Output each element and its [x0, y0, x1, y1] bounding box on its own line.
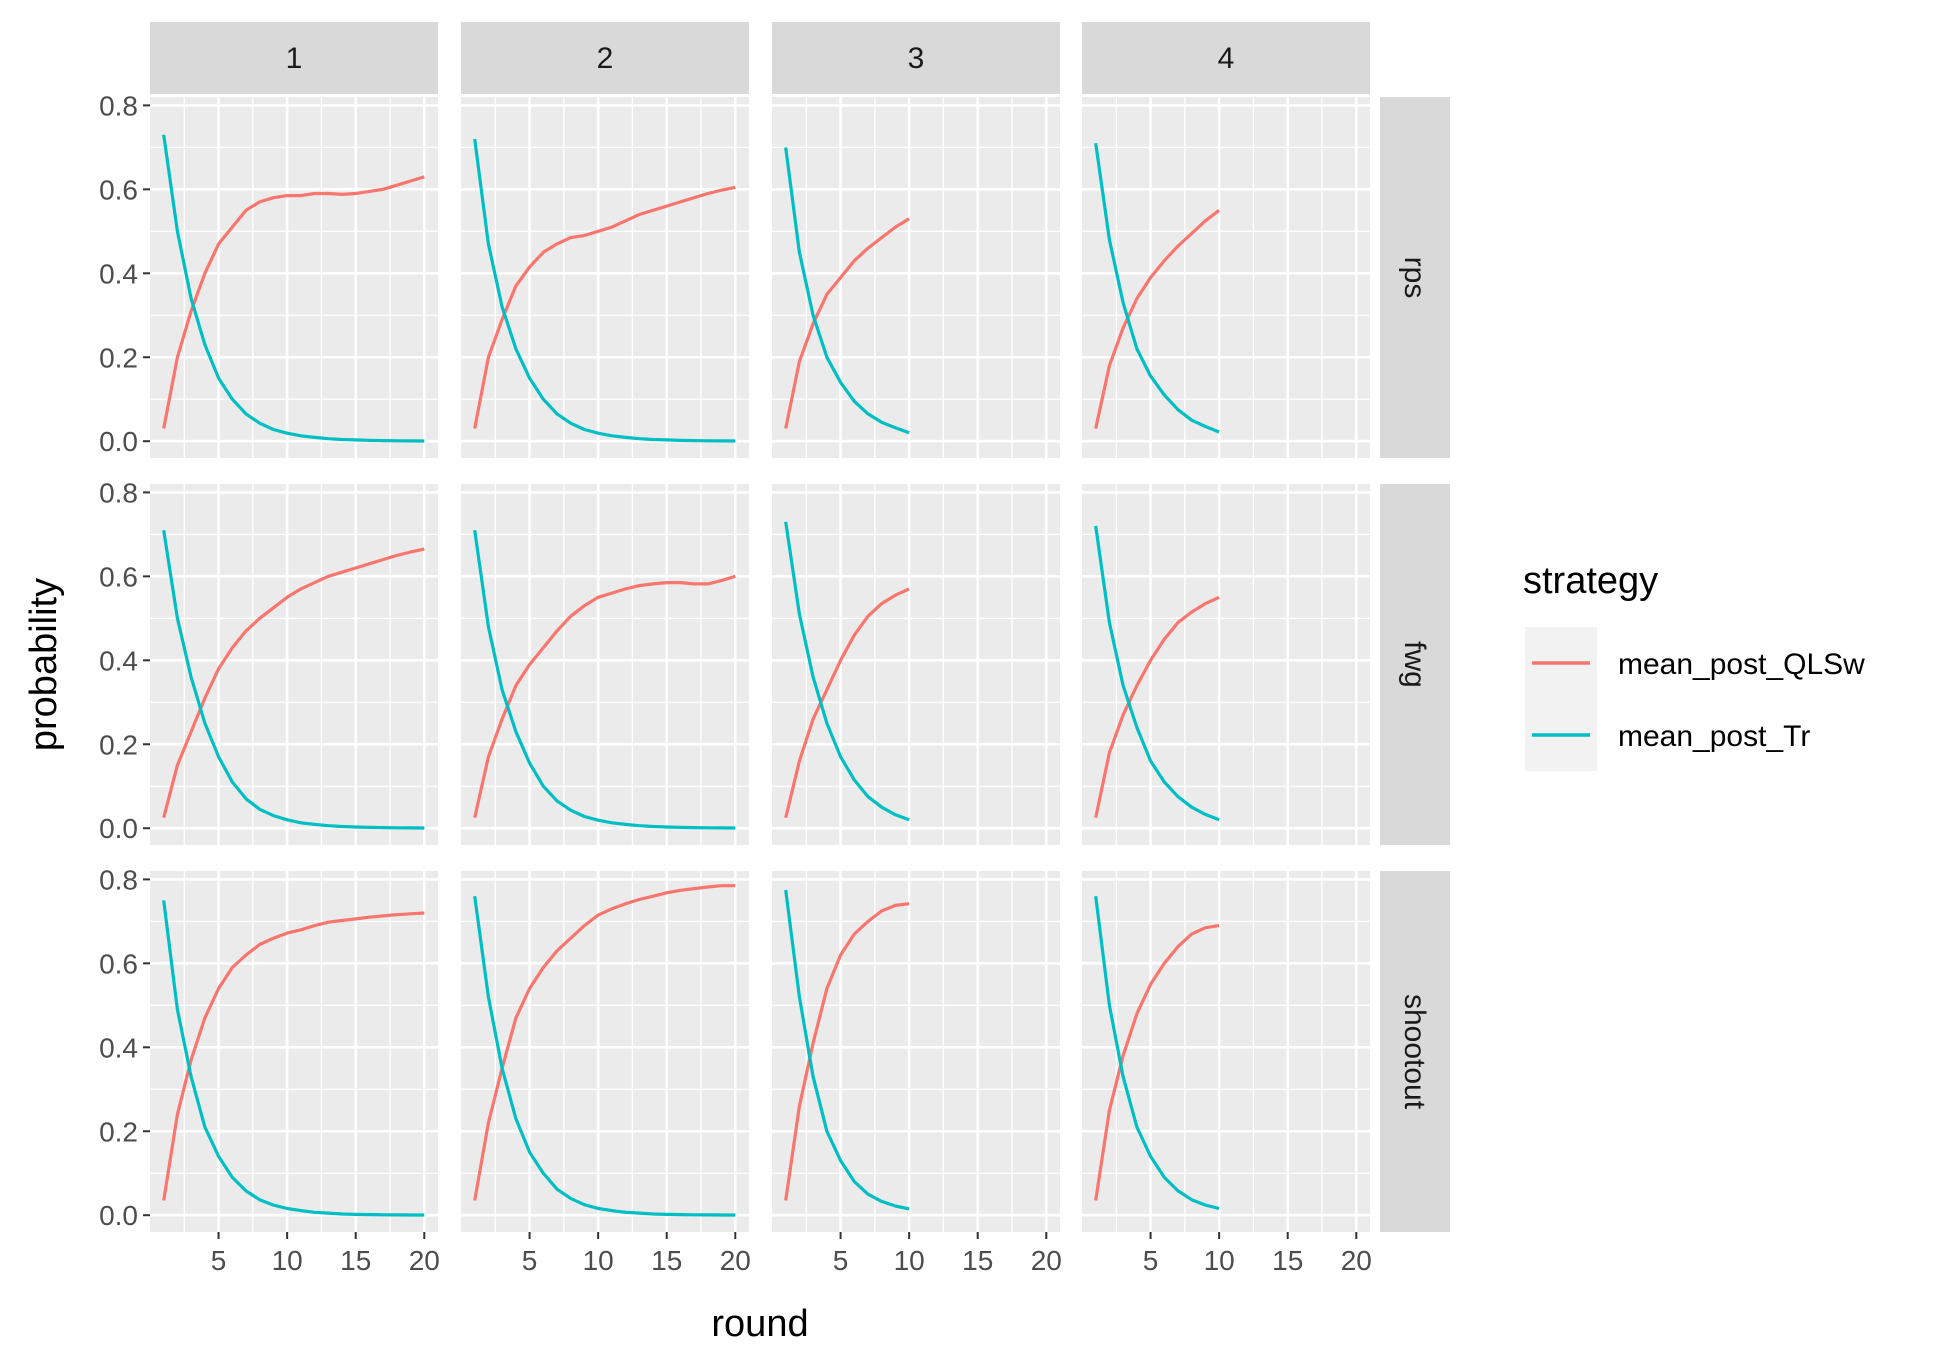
x-tick-label: 20 [720, 1245, 751, 1276]
y-tick-label: 0.0 [99, 426, 138, 457]
x-tick-label: 5 [833, 1245, 849, 1276]
series-line-mean_post_Tr-shootout-1 [162, 900, 425, 1217]
x-tick-label: 20 [1031, 1245, 1062, 1276]
row-strip-label: fwg [1398, 641, 1431, 688]
y-tick-label: 0.8 [99, 90, 138, 121]
y-tick-label: 0.6 [99, 174, 138, 205]
col-strip-label: 3 [908, 42, 925, 75]
series-line-mean_post_Tr-shootout-4 [1094, 896, 1220, 1211]
col-strip-1 [150, 22, 438, 94]
row-strip-label: shootout [1398, 994, 1431, 1110]
y-tick-label: 0.0 [99, 1200, 138, 1231]
row-strip-fwg [1380, 484, 1450, 845]
series-line-mean_post_QLSw-rps-3 [784, 217, 910, 429]
col-strip-label: 4 [1218, 42, 1235, 75]
col-strip-4 [1082, 22, 1370, 94]
col-strip-label: 1 [286, 42, 303, 75]
y-tick-label: 0.8 [99, 477, 138, 508]
row-strip-rps [1380, 97, 1450, 458]
x-tick-label: 15 [340, 1245, 371, 1276]
series-line-mean_post_QLSw-shootout-4 [1094, 924, 1220, 1201]
legend-label: mean_post_QLSw [1618, 648, 1865, 681]
col-strip-3 [772, 22, 1060, 94]
series-line-mean_post_Tr-shootout-3 [784, 889, 910, 1211]
series-line-mean_post_QLSw-fwg-3 [784, 587, 910, 819]
x-tick-label: 15 [651, 1245, 682, 1276]
legend-title: strategy [1523, 560, 1658, 602]
series-line-mean_post_QLSw-rps-4 [1094, 209, 1221, 429]
x-tick-label: 10 [272, 1245, 303, 1276]
series-line-mean_post_Tr-fwg-2 [473, 529, 736, 830]
panel-background [461, 484, 749, 845]
row-strip-label: rps [1398, 257, 1431, 299]
series-line-mean_post_QLSw-rps-2 [473, 185, 736, 429]
x-tick-label: 5 [1143, 1245, 1159, 1276]
y-tick-label: 0.4 [99, 645, 138, 676]
series-line-mean_post_Tr-rps-1 [162, 134, 425, 443]
y-tick-label: 0.0 [99, 813, 138, 844]
y-tick-label: 0.6 [99, 948, 138, 979]
y-tick-label: 0.2 [99, 729, 138, 760]
series-line-mean_post_QLSw-shootout-1 [162, 911, 425, 1201]
series-line-mean_post_Tr-fwg-4 [1094, 525, 1220, 822]
y-tick-label: 0.2 [99, 1116, 138, 1147]
y-tick-label: 0.4 [99, 1032, 138, 1063]
panel-background [1082, 97, 1370, 458]
panel-background [461, 97, 749, 458]
series-line-mean_post_QLSw-fwg-4 [1094, 595, 1220, 819]
series-line-mean_post_Tr-fwg-1 [162, 529, 425, 830]
legend-label: mean_post_Tr [1618, 720, 1810, 753]
series-line-mean_post_QLSw-fwg-1 [162, 547, 425, 819]
row-strip-shootout [1380, 871, 1450, 1232]
col-strip-2 [461, 22, 749, 94]
x-tick-label: 5 [522, 1245, 538, 1276]
x-tick-label: 20 [1341, 1245, 1372, 1276]
series-line-mean_post_QLSw-shootout-3 [784, 902, 910, 1201]
y-tick-label: 0.6 [99, 561, 138, 592]
series-line-mean_post_Tr-shootout-2 [473, 895, 736, 1217]
col-strip-label: 2 [597, 42, 614, 75]
panel-background [150, 484, 438, 845]
x-tick-label: 10 [1204, 1245, 1235, 1276]
y-axis-title: probability [23, 578, 65, 751]
panel-background [772, 484, 1060, 845]
panel-background [772, 871, 1060, 1232]
x-tick-label: 10 [894, 1245, 925, 1276]
x-tick-label: 20 [409, 1245, 440, 1276]
series-line-mean_post_QLSw-shootout-2 [473, 884, 736, 1201]
x-tick-label: 5 [211, 1245, 227, 1276]
x-tick-label: 15 [1272, 1245, 1303, 1276]
panel-background [461, 871, 749, 1232]
series-line-mean_post_Tr-rps-4 [1094, 142, 1220, 434]
series-line-mean_post_Tr-rps-3 [784, 147, 910, 435]
series-line-mean_post_QLSw-rps-1 [162, 175, 425, 429]
panel-background [150, 97, 438, 458]
series-line-mean_post_Tr-fwg-3 [784, 521, 910, 822]
x-tick-label: 10 [583, 1245, 614, 1276]
y-tick-label: 0.8 [99, 864, 138, 895]
x-axis-title: round [711, 1303, 808, 1345]
y-tick-label: 0.2 [99, 342, 138, 373]
panel-background [772, 97, 1060, 458]
y-tick-label: 0.4 [99, 258, 138, 289]
series-line-mean_post_Tr-rps-2 [473, 138, 736, 443]
panel-background [1082, 484, 1370, 845]
x-tick-label: 15 [962, 1245, 993, 1276]
series-line-mean_post_QLSw-fwg-2 [473, 574, 736, 819]
